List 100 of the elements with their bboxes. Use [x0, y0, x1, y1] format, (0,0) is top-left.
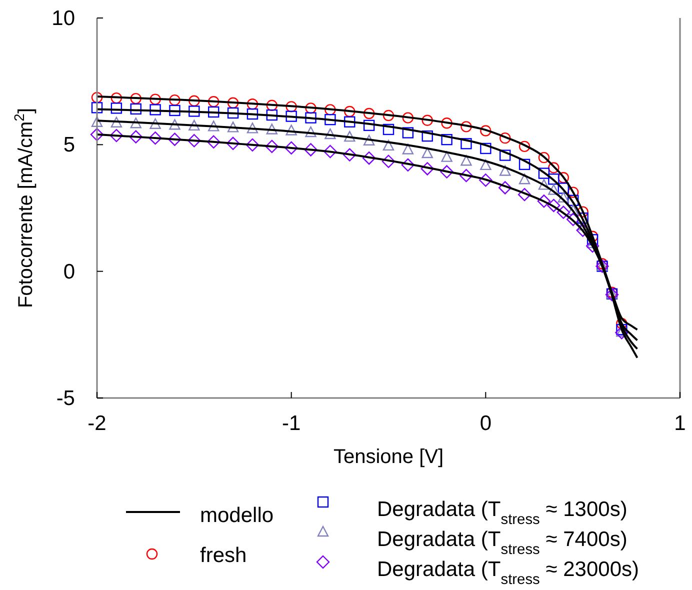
legend-label: modello — [200, 504, 274, 527]
point — [422, 130, 433, 142]
point — [402, 112, 414, 124]
point — [266, 109, 278, 121]
point — [538, 168, 550, 179]
point — [227, 122, 239, 132]
y-tick-label: -5 — [56, 387, 75, 410]
point — [324, 144, 337, 158]
point — [548, 162, 560, 174]
point — [363, 108, 375, 120]
point — [130, 118, 142, 128]
point — [537, 194, 551, 208]
point — [150, 104, 161, 116]
point — [286, 110, 297, 122]
point — [441, 151, 452, 162]
point — [110, 128, 124, 142]
point — [324, 128, 336, 140]
point — [150, 94, 161, 105]
point — [188, 134, 201, 148]
point — [538, 179, 550, 190]
point — [305, 126, 316, 138]
point — [227, 97, 239, 108]
point — [110, 92, 122, 104]
point — [169, 104, 180, 116]
y-tick-label: 10 — [52, 7, 75, 30]
point — [169, 94, 180, 106]
point — [422, 147, 433, 158]
point — [402, 144, 414, 154]
point — [168, 132, 182, 146]
point — [440, 165, 454, 178]
point — [188, 120, 200, 131]
point — [568, 186, 579, 198]
point — [577, 206, 588, 218]
point — [343, 148, 356, 162]
point — [130, 92, 142, 104]
point — [558, 182, 569, 194]
point — [500, 165, 511, 176]
point — [344, 106, 356, 118]
point — [227, 107, 239, 119]
point — [518, 188, 532, 202]
point — [480, 159, 492, 170]
point — [362, 151, 376, 165]
point — [246, 98, 258, 110]
point — [480, 142, 492, 154]
point — [382, 110, 394, 122]
x-tick-label: 0 — [480, 412, 492, 435]
point — [130, 103, 142, 115]
point — [266, 124, 278, 134]
point — [548, 174, 560, 185]
legend-label: fresh — [200, 544, 247, 567]
point — [382, 140, 394, 151]
point — [500, 132, 511, 144]
point — [382, 154, 396, 168]
point — [208, 120, 220, 132]
point — [286, 124, 297, 136]
point — [208, 96, 220, 108]
point — [91, 92, 103, 104]
point — [460, 121, 472, 132]
point — [110, 116, 122, 128]
point — [246, 122, 258, 134]
x-tick-label: -2 — [88, 412, 106, 435]
point — [148, 131, 162, 145]
point — [538, 152, 550, 164]
point — [324, 104, 336, 116]
point — [460, 168, 473, 182]
point — [479, 174, 492, 187]
point — [129, 130, 142, 144]
point — [226, 136, 240, 150]
point — [460, 138, 472, 150]
point — [441, 134, 452, 146]
point — [246, 108, 258, 120]
point — [518, 140, 530, 152]
point — [286, 101, 297, 112]
point — [382, 124, 394, 136]
x-tick-label: -1 — [282, 412, 301, 435]
point — [547, 198, 560, 212]
point — [401, 158, 415, 172]
point — [500, 150, 511, 161]
point — [558, 192, 569, 202]
point — [266, 100, 278, 111]
point — [441, 118, 452, 129]
point — [556, 206, 570, 219]
y-tick-label: 5 — [63, 134, 75, 157]
point — [460, 155, 472, 166]
point — [169, 119, 180, 130]
legend-label: Degradata (T$_{stress}$ ≈ 7400s) — [377, 528, 628, 558]
point — [207, 135, 220, 148]
point — [110, 102, 122, 114]
x-tick-label: 1 — [674, 412, 686, 435]
point — [568, 204, 579, 216]
point — [91, 116, 103, 127]
point — [304, 143, 318, 156]
point — [548, 184, 560, 195]
point — [558, 172, 569, 184]
point — [498, 181, 512, 194]
point — [90, 128, 104, 142]
point — [344, 116, 356, 128]
point — [188, 106, 200, 117]
point — [344, 130, 356, 142]
point — [480, 125, 492, 136]
